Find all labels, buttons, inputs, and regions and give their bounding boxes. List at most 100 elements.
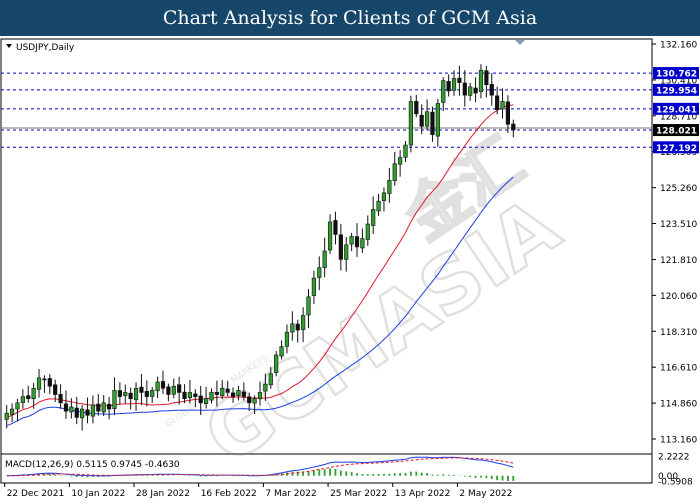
candle — [47, 374, 52, 394]
candle — [204, 386, 209, 409]
candle-body — [150, 390, 155, 397]
level-label-box — [653, 102, 699, 115]
candle — [430, 106, 435, 142]
price-tick-label: 128.710 — [660, 112, 697, 122]
watermark-text: GCMASIA — [189, 181, 575, 482]
candle-body — [451, 78, 457, 91]
candle-body — [42, 378, 47, 381]
candle — [112, 377, 117, 416]
macd-tick-label: -0.5908 — [658, 478, 693, 488]
candle — [398, 150, 403, 177]
candle — [96, 394, 101, 416]
candle — [279, 340, 284, 360]
candle-body — [322, 250, 327, 268]
candle-body — [457, 77, 462, 83]
candle — [36, 368, 42, 398]
candle-body — [295, 323, 300, 331]
candle-body — [263, 383, 268, 392]
candle-body — [106, 403, 112, 410]
candle — [495, 86, 500, 115]
candle — [484, 65, 489, 98]
chart-frame: GCMASIA 金汇 GLOBAL CAPITAL MARKETS USDJPY… — [0, 36, 700, 500]
candle-body — [241, 391, 246, 397]
macd-label: MACD(12,26,9) 0.5115 0.9745 -0.4630 — [5, 460, 180, 470]
level-label-box — [653, 67, 699, 80]
level-label-box — [653, 83, 699, 96]
candle — [338, 223, 343, 271]
candle — [349, 232, 354, 252]
candle-body — [144, 391, 149, 397]
candle-body — [9, 408, 15, 415]
candle — [106, 396, 112, 420]
candle — [123, 384, 128, 404]
candle — [263, 373, 268, 401]
candle-body — [58, 394, 63, 404]
level-label: 130.762 — [656, 70, 697, 80]
candle-body — [69, 406, 74, 413]
level-label: 127.192 — [656, 144, 697, 154]
candle — [230, 387, 236, 403]
candle — [257, 381, 263, 406]
candle — [290, 311, 295, 341]
shift-marker-icon[interactable] — [515, 40, 525, 45]
macd-tick-label: 0.00 — [658, 472, 678, 482]
candle-body — [424, 111, 430, 127]
candle-body — [53, 384, 58, 395]
candle-body — [311, 277, 316, 296]
date-tick-label: 7 Mar 2022 — [265, 489, 316, 499]
candle-body — [398, 157, 403, 165]
candle — [42, 375, 47, 393]
candle-body — [306, 296, 311, 316]
candle — [150, 386, 155, 403]
date-tick-label: 2 May 2022 — [459, 489, 512, 499]
candle-body — [236, 390, 241, 396]
candle-body — [468, 86, 473, 96]
candle — [387, 167, 392, 203]
candle — [424, 99, 430, 131]
candle-body — [435, 103, 440, 137]
date-tick-label: 13 Apr 2022 — [395, 489, 451, 499]
candle — [419, 104, 424, 135]
candle — [236, 385, 241, 401]
candle-body — [123, 392, 128, 396]
candle-body — [198, 395, 203, 404]
candle-body — [430, 111, 435, 135]
candle-body — [284, 331, 290, 347]
candle — [457, 65, 462, 96]
level-label-box — [653, 141, 699, 154]
candle-body — [333, 220, 338, 235]
candle-body — [354, 236, 360, 248]
candle-body — [15, 402, 20, 410]
candle-body — [360, 238, 365, 249]
candle — [301, 307, 306, 343]
candle-body — [128, 392, 133, 399]
candle — [69, 398, 74, 419]
candle — [225, 380, 230, 397]
candle-body — [117, 390, 122, 397]
candle-body — [301, 315, 306, 330]
date-tick-label: 22 Dec 2021 — [7, 489, 65, 499]
candle-body — [26, 395, 31, 399]
candle-body — [112, 390, 117, 409]
date-tick-label: 28 Jan 2022 — [136, 489, 190, 499]
candle-body — [317, 267, 322, 278]
candle — [311, 270, 316, 304]
candle-body — [47, 378, 52, 387]
candle-body — [171, 385, 176, 395]
candle-body — [4, 412, 9, 420]
candle-body — [31, 387, 36, 399]
candle-body — [139, 386, 144, 393]
symbol-dropdown-icon[interactable] — [6, 44, 12, 48]
candle — [489, 73, 494, 106]
price-tick-label: 130.410 — [660, 76, 697, 86]
candle-body — [349, 236, 354, 245]
candle — [274, 351, 279, 377]
candle — [177, 376, 182, 405]
candle — [252, 395, 257, 415]
symbol-label: USDJPY,Daily — [16, 43, 75, 53]
candle — [139, 373, 144, 406]
trading-chart[interactable]: GCMASIA 金汇 GLOBAL CAPITAL MARKETS USDJPY… — [0, 36, 700, 500]
candle-body — [257, 392, 263, 400]
candle — [220, 380, 225, 400]
candle — [414, 94, 419, 118]
